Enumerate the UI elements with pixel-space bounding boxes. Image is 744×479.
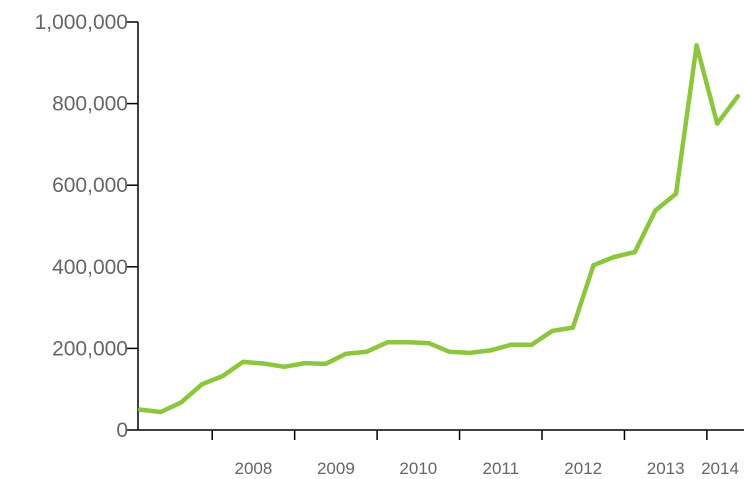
data-point [653,208,658,213]
x-tick-label: 2012 [564,459,602,478]
x-axis: 2008 2009 2010 2011 2012 2013 2014 [138,429,744,478]
y-axis: 0 200,000 400,000 600,000 800,000 1,000,000 [35,11,139,442]
data-point [323,361,328,367]
data-point [673,191,679,196]
data-point [632,249,637,255]
data-point [508,342,514,347]
x-tick-label: 2009 [317,459,355,478]
data-point [570,325,576,330]
data-point [364,349,369,354]
plot-area [137,43,741,415]
y-tick-label: 200,000 [52,337,128,360]
y-tick-label: 1,000,000 [35,11,128,34]
data-point [158,409,163,415]
data-point [467,350,473,356]
data-point [735,94,740,99]
data-point [715,121,720,126]
x-tick-label: 2011 [482,459,519,478]
x-tick-label: 2013 [647,459,685,478]
y-tick-label: 0 [116,419,128,442]
data-point [137,407,143,412]
data-point [405,340,411,345]
data-point [302,360,308,366]
x-tick-label: 2014 [701,459,739,478]
data-point [344,351,349,356]
data-point [282,364,287,369]
y-tick-label: 600,000 [52,174,128,197]
y-tick-label: 800,000 [52,93,128,116]
data-point [220,373,225,379]
data-point [447,349,452,354]
data-point [529,342,534,347]
data-point [240,359,246,365]
data-point [385,340,390,345]
data-point [488,348,493,353]
data-point [426,340,431,346]
data-point [694,43,699,48]
data-point [199,382,205,387]
data-point [550,328,555,334]
data-point [611,254,617,260]
x-tick-label: 2008 [235,459,273,478]
data-point [179,400,184,405]
x-tick-label: 2010 [399,459,437,478]
y-tick-label: 400,000 [52,256,128,279]
series-line-0 [137,43,741,415]
data-point [261,361,266,366]
data-point [591,263,596,268]
